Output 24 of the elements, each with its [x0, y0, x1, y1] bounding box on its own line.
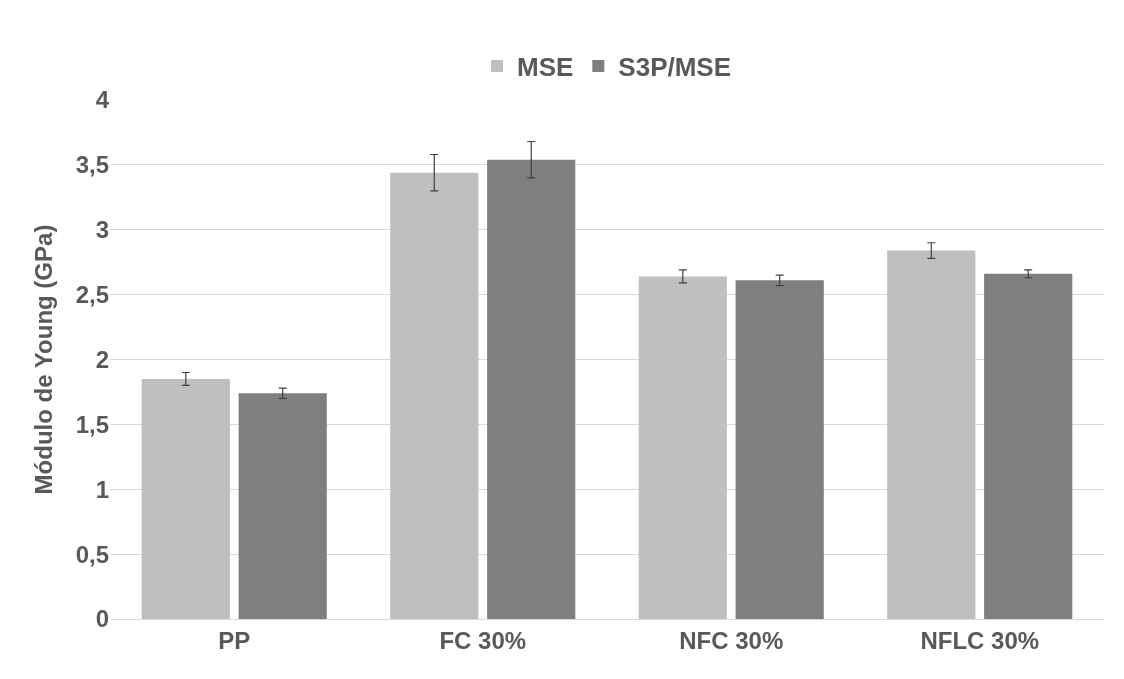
bar	[390, 172, 479, 619]
bar	[735, 280, 824, 619]
x-tick-label: PP	[218, 626, 251, 654]
y-tick-label: 0	[95, 605, 109, 633]
y-tick-label: 2,5	[75, 281, 109, 309]
y-tick-label: 3	[95, 216, 109, 244]
bar	[238, 393, 327, 619]
bar	[887, 250, 976, 619]
y-tick-label: 1	[95, 475, 109, 503]
x-tick-label: NFLC 30%	[920, 626, 1040, 654]
x-tick-label: FC 30%	[439, 626, 527, 654]
bar	[487, 159, 576, 619]
y-tick-label: 3,5	[75, 151, 109, 179]
x-tick-label: NFC 30%	[679, 626, 784, 654]
legend-label: MSE	[517, 52, 574, 83]
y-tick-label: 2	[95, 345, 109, 373]
bar	[141, 378, 230, 619]
y-tick-label: 0,5	[75, 540, 109, 568]
y-tick-label: 4	[95, 86, 110, 114]
y-tick-label: 1,5	[75, 410, 109, 438]
y-axis-title: Módulo de Young (GPa)	[30, 224, 57, 495]
bar	[984, 273, 1073, 619]
legend-label: S3P/MSE	[618, 52, 732, 83]
bar	[638, 276, 727, 619]
